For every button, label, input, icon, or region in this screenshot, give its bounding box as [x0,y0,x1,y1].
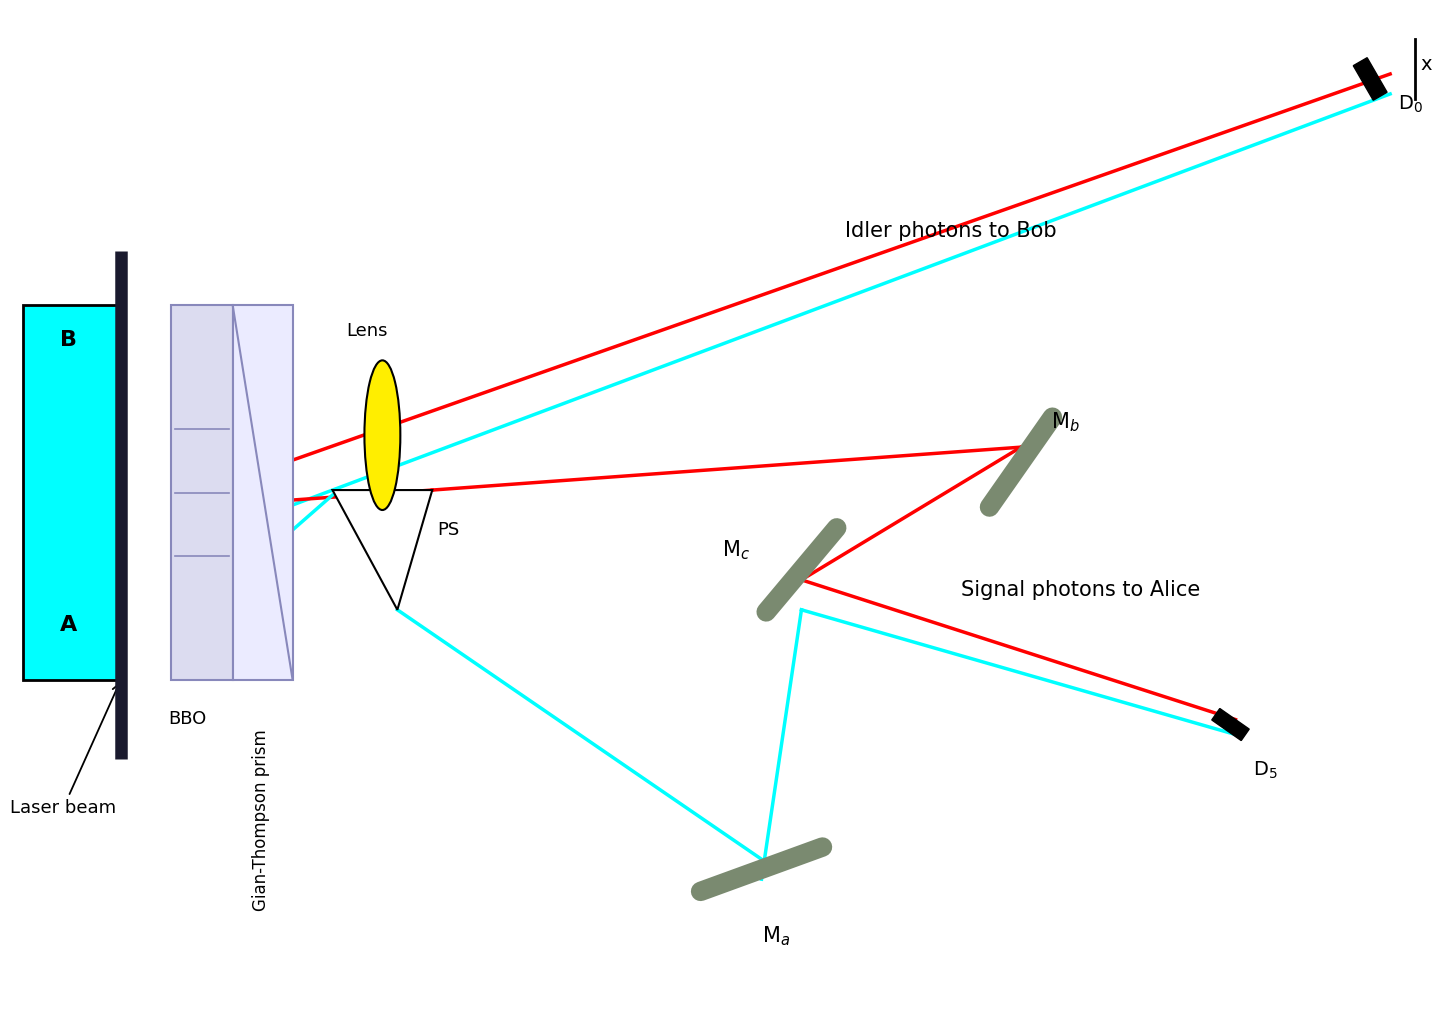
Text: Gian-Thompson prism: Gian-Thompson prism [251,730,270,911]
FancyBboxPatch shape [232,305,293,679]
Text: Idler photons to Bob: Idler photons to Bob [845,221,1057,240]
Text: Laser beam: Laser beam [10,684,119,818]
Text: BBO: BBO [168,709,208,728]
Text: M$_a$: M$_a$ [762,924,791,947]
Text: D$_5$: D$_5$ [1253,760,1278,780]
Polygon shape [1353,58,1387,100]
Text: Lens: Lens [347,323,388,340]
FancyBboxPatch shape [23,305,118,679]
Polygon shape [1212,708,1249,740]
FancyBboxPatch shape [171,305,232,679]
Text: Signal photons to Alice: Signal photons to Alice [961,579,1201,600]
Text: x: x [1420,55,1432,73]
Polygon shape [333,490,433,609]
Text: B: B [60,330,77,351]
Text: A: A [60,614,77,635]
Text: PS: PS [437,521,459,539]
Text: M$_b$: M$_b$ [1051,410,1080,434]
Ellipse shape [364,361,401,510]
Text: D$_0$: D$_0$ [1398,94,1423,115]
Text: M$_c$: M$_c$ [722,538,749,562]
